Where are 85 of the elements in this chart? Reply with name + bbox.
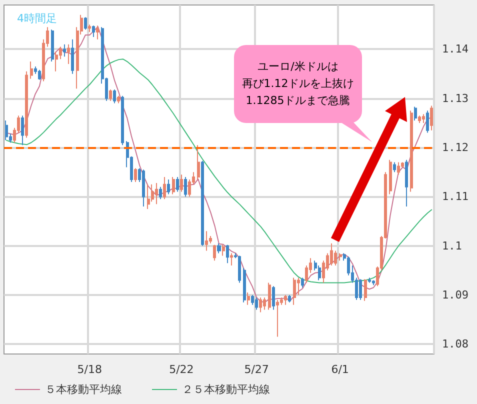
candlestick [201, 160, 204, 246]
annotation: 再び1.12ドルを上抜け [242, 77, 354, 90]
candlestick [96, 25, 99, 40]
candlestick [222, 244, 225, 256]
candlestick [389, 159, 392, 195]
line-series [6, 26, 432, 303]
candlestick [339, 252, 342, 262]
legend-label: ５本移動平均線 [45, 383, 122, 396]
line-series [6, 58, 432, 284]
y-tick-label: 1.1 [442, 239, 462, 252]
candlestick [71, 38, 74, 74]
candlestick [330, 242, 333, 266]
candlestick [272, 286, 275, 310]
candlestick [109, 89, 112, 102]
candlestick [5, 120, 8, 141]
x-tick-label: 5/22 [169, 363, 194, 376]
candlestick [230, 252, 233, 266]
candlestick [364, 278, 367, 302]
y-tick-label: 1.11 [442, 190, 468, 204]
y-tick-label: 1.09 [442, 288, 468, 302]
candlestick [268, 282, 271, 310]
candlestick [426, 110, 429, 134]
annotation: 1.1285ドルまで急騰 [246, 94, 350, 108]
candlestick [276, 299, 279, 338]
candlestick [263, 296, 266, 310]
candlestick [30, 61, 33, 80]
candlestick [205, 230, 208, 252]
candlestick [410, 110, 413, 192]
candlestick [117, 95, 120, 104]
candlestick [359, 278, 362, 300]
candlestick [55, 51, 58, 72]
candlestick [121, 95, 124, 146]
candlestick [197, 144, 200, 180]
candlestick [172, 176, 175, 195]
y-tick-label: 1.14 [442, 42, 469, 56]
candlestick [51, 29, 54, 62]
candlestick [288, 294, 291, 303]
candlestick [159, 186, 162, 200]
candlestick [368, 277, 371, 284]
candlestick [255, 296, 258, 310]
candlestick [414, 106, 417, 122]
candlestick [247, 292, 250, 306]
candlestick [134, 168, 137, 182]
annotation: ユーロ/米ドルは [258, 60, 338, 74]
legend-label: ２５本移動平均線 [182, 383, 270, 396]
candlestick [259, 296, 262, 313]
candlestick [430, 105, 433, 131]
candlestick [217, 242, 221, 254]
candlestick [163, 176, 166, 200]
candlestick [147, 184, 150, 210]
candlestick [88, 24, 91, 33]
candlestick [393, 162, 396, 173]
candlestick [184, 176, 187, 198]
candlestick [113, 89, 116, 104]
text: 4時間足 [17, 12, 57, 25]
candlestick [405, 159, 408, 208]
candlestick [92, 25, 95, 38]
x-tick-label: 6/1 [331, 363, 349, 376]
x-tick-label: 5/18 [77, 363, 102, 376]
x-tick-label: 5/27 [244, 363, 269, 376]
candlestick [25, 70, 28, 138]
candlestick [142, 169, 145, 208]
candlestick [213, 244, 216, 262]
candlestick [226, 244, 229, 264]
candlestick [301, 277, 304, 288]
candlestick [238, 255, 241, 284]
y-tick-label: 1.08 [442, 338, 468, 351]
candlestick [21, 115, 24, 146]
candlestick [293, 277, 296, 306]
candlestick [63, 44, 66, 58]
candlestick [84, 16, 87, 30]
candlestick [67, 44, 70, 64]
candlestick [38, 69, 41, 80]
y-tick-label: 1.12 [442, 141, 468, 154]
candlestick [155, 182, 158, 205]
y-tick-label: 1.13 [442, 92, 468, 105]
candlestick [176, 176, 179, 192]
candlestick [284, 294, 287, 306]
candlestick [397, 162, 400, 176]
candlestick [422, 114, 425, 124]
candlestick [372, 280, 375, 286]
candlestick [180, 174, 183, 192]
candlestick [243, 267, 246, 303]
candlestick [418, 115, 421, 124]
candlestick [167, 179, 170, 195]
